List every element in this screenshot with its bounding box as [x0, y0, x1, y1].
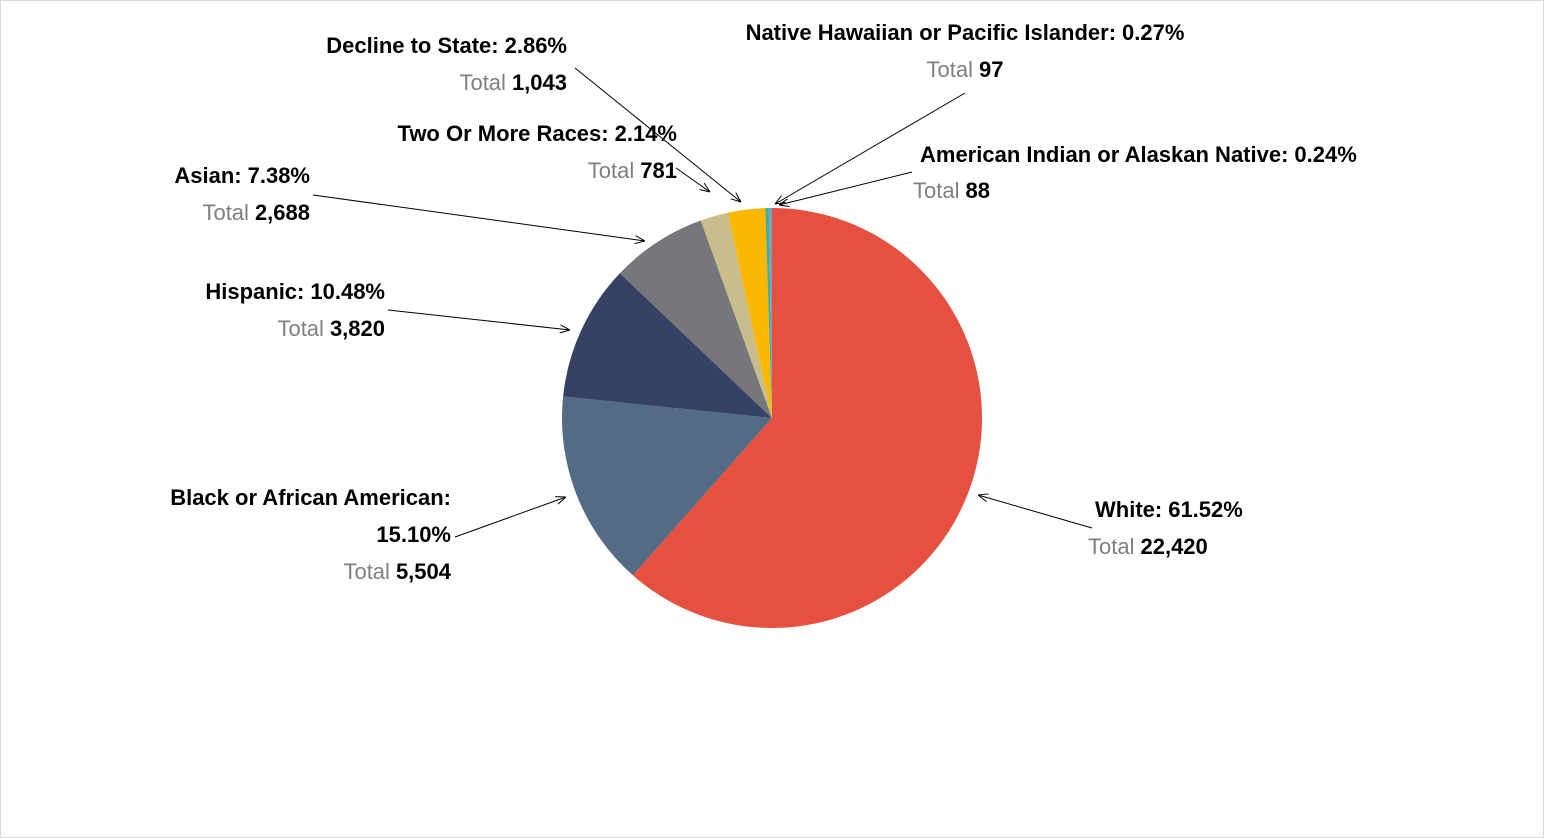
total-value: 97 [979, 57, 1003, 82]
slice-value-label: 0.24% [1294, 142, 1356, 167]
slice-category: White: [1095, 497, 1162, 522]
total-prefix: Total [343, 559, 389, 584]
slice-total: Total 22,420 [1088, 534, 1208, 559]
slice-total: Total 5,504 [343, 559, 451, 584]
slice-total: Total 97 [927, 57, 1004, 82]
slice-label: American Indian or Alaskan Native: 0.24% [920, 142, 1357, 167]
pie-slice [561, 396, 772, 576]
total-value: 3,820 [330, 316, 385, 341]
slice-category: Native Hawaiian or Pacific Islander: [746, 20, 1116, 45]
slice-label: Decline to State: 2.86% [326, 33, 567, 58]
slice-label: White: 61.52% [1095, 497, 1243, 522]
slice-value-label: 15.10% [376, 522, 451, 547]
total-value: 2,688 [255, 200, 310, 225]
slice-category: Hispanic: [205, 279, 304, 304]
total-prefix: Total [927, 57, 973, 82]
pie-slice [563, 273, 772, 418]
slice-total: Total 2,688 [202, 200, 310, 225]
slice-value-label: 0.27% [1122, 20, 1184, 45]
slice-value-label: 61.52% [1168, 497, 1243, 522]
slice-label: Black or African American: [170, 485, 451, 510]
leader-arrow [387, 309, 570, 330]
slice-value-label: 7.38% [248, 163, 310, 188]
pie-slice [768, 208, 772, 418]
pie-slice [619, 220, 772, 418]
slice-total: Total 1,043 [459, 70, 567, 95]
slice-category: Asian: [174, 163, 241, 188]
total-value: 88 [965, 178, 989, 203]
leader-arrow [775, 92, 966, 204]
slice-label: Two Or More Races: 2.14% [398, 121, 677, 146]
total-prefix: Total [277, 316, 323, 341]
slice-category: Two Or More Races: [398, 121, 609, 146]
total-prefix: Total [913, 178, 959, 203]
leader-arrow [574, 67, 741, 202]
leader-arrow [978, 495, 1093, 529]
total-prefix: Total [1088, 534, 1134, 559]
total-value: 781 [640, 158, 677, 183]
slice-label: Hispanic: 10.48% [205, 279, 385, 304]
leader-arrow [312, 194, 645, 241]
total-value: 5,504 [396, 559, 452, 584]
total-prefix: Total [588, 158, 634, 183]
pie-slice [765, 208, 772, 418]
slice-total: Total 3,820 [277, 316, 385, 341]
leader-arrow [779, 171, 913, 205]
slice-category: American Indian or Alaskan Native: [920, 142, 1288, 167]
total-value: 22,420 [1140, 534, 1207, 559]
pie-slice [632, 208, 983, 628]
leader-arrow [454, 497, 566, 538]
pie-slice [727, 208, 772, 418]
total-prefix: Total [202, 200, 248, 225]
slice-label: Asian: 7.38% [174, 163, 310, 188]
total-prefix: Total [459, 70, 505, 95]
slice-value-label: 10.48% [310, 279, 385, 304]
slice-value-label: 2.86% [505, 33, 567, 58]
pie-slice [700, 212, 772, 418]
slice-total: Total 88 [913, 178, 990, 203]
slice-total: Total 781 [588, 158, 677, 183]
leader-arrow [675, 167, 710, 192]
total-value: 1,043 [512, 70, 567, 95]
slice-label: Native Hawaiian or Pacific Islander: 0.27… [746, 20, 1185, 45]
slice-category: Decline to State: [326, 33, 498, 58]
